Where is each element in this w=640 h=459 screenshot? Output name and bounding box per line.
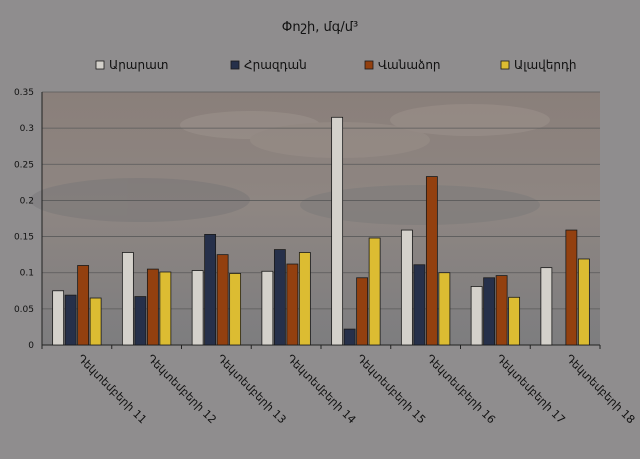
bar-1-4 [261, 270, 274, 346]
y-tick-label: 0 [28, 341, 34, 351]
x-tick-label: Դեկտեմբերի 11 [75, 352, 149, 426]
bars [52, 116, 590, 346]
x-tick-label: Դեկտեմբերի 16 [424, 352, 498, 426]
bar-1-8 [540, 267, 553, 346]
legend-swatch [500, 60, 510, 70]
bar-1-6 [400, 229, 413, 346]
legend-swatch [95, 60, 105, 70]
legend-swatch [230, 60, 240, 70]
y-tick-label: 0.35 [14, 88, 34, 98]
bar-1-2 [121, 252, 134, 346]
bar-2-2 [134, 296, 147, 346]
bar-4-4 [298, 252, 311, 346]
bar-4-1 [89, 297, 102, 346]
bar-3-4 [286, 263, 299, 346]
legend-swatch [364, 60, 374, 70]
bar-4-5 [368, 237, 381, 346]
bar-4-8 [577, 258, 590, 346]
x-tick-label: Դեկտեմբերի 14 [284, 352, 358, 426]
bar-2-5 [343, 328, 356, 346]
bar-1-5 [331, 116, 344, 346]
bar-3-5 [356, 277, 369, 346]
y-axis: 0 0.05 0.1 0.15 0.2 0.25 0.3 0.35 [14, 88, 43, 351]
bar-1-1 [52, 290, 65, 346]
y-tick-label: 0.05 [14, 305, 34, 315]
y-tick-label: 0.1 [20, 269, 34, 279]
bar-1-3 [191, 270, 204, 346]
bar-2-4 [273, 249, 286, 346]
y-tick-label: 0.2 [20, 196, 34, 206]
y-tick-label: 0.15 [14, 233, 34, 243]
y-tick-label: 0.25 [14, 160, 34, 170]
x-tick-label: Դեկտեմբերի 12 [145, 352, 219, 426]
bar-3-2 [146, 268, 159, 346]
bar-1-7 [470, 286, 483, 346]
legend-label: Հրազդան [244, 58, 307, 72]
cloud-background [30, 104, 550, 225]
x-tick-label: Դեկտեմբերի 15 [354, 352, 428, 426]
bar-2-6 [413, 264, 426, 346]
x-tick-label: Դեկտեմբերի 18 [563, 352, 637, 426]
bar-3-1 [77, 265, 90, 346]
chart-title: Փոշի, մգ/մ³ [282, 20, 358, 35]
bar-4-6 [438, 272, 451, 346]
bar-4-3 [229, 273, 242, 346]
bar-4-7 [508, 296, 521, 346]
legend: Արարատ Հրազդան Վանաձոր Ալավերդի [95, 58, 577, 72]
bar-3-3 [216, 254, 229, 346]
bar-3-6 [425, 176, 438, 346]
legend-label: Վանաձոր [378, 58, 441, 72]
bar-4-2 [159, 271, 172, 346]
x-tick-label: Դեկտեմբերի 17 [493, 352, 567, 426]
x-tick-label: Դեկտեմբերի 13 [214, 352, 288, 426]
bar-3-7 [495, 275, 508, 346]
legend-label: Ալավերդի [514, 58, 577, 72]
y-tick-label: 0.3 [20, 124, 34, 134]
legend-label: Արարատ [109, 58, 168, 72]
bar-3-8 [565, 229, 578, 346]
bar-2-1 [64, 294, 77, 346]
bar-2-3 [204, 234, 217, 346]
bar-2-7 [483, 277, 496, 346]
